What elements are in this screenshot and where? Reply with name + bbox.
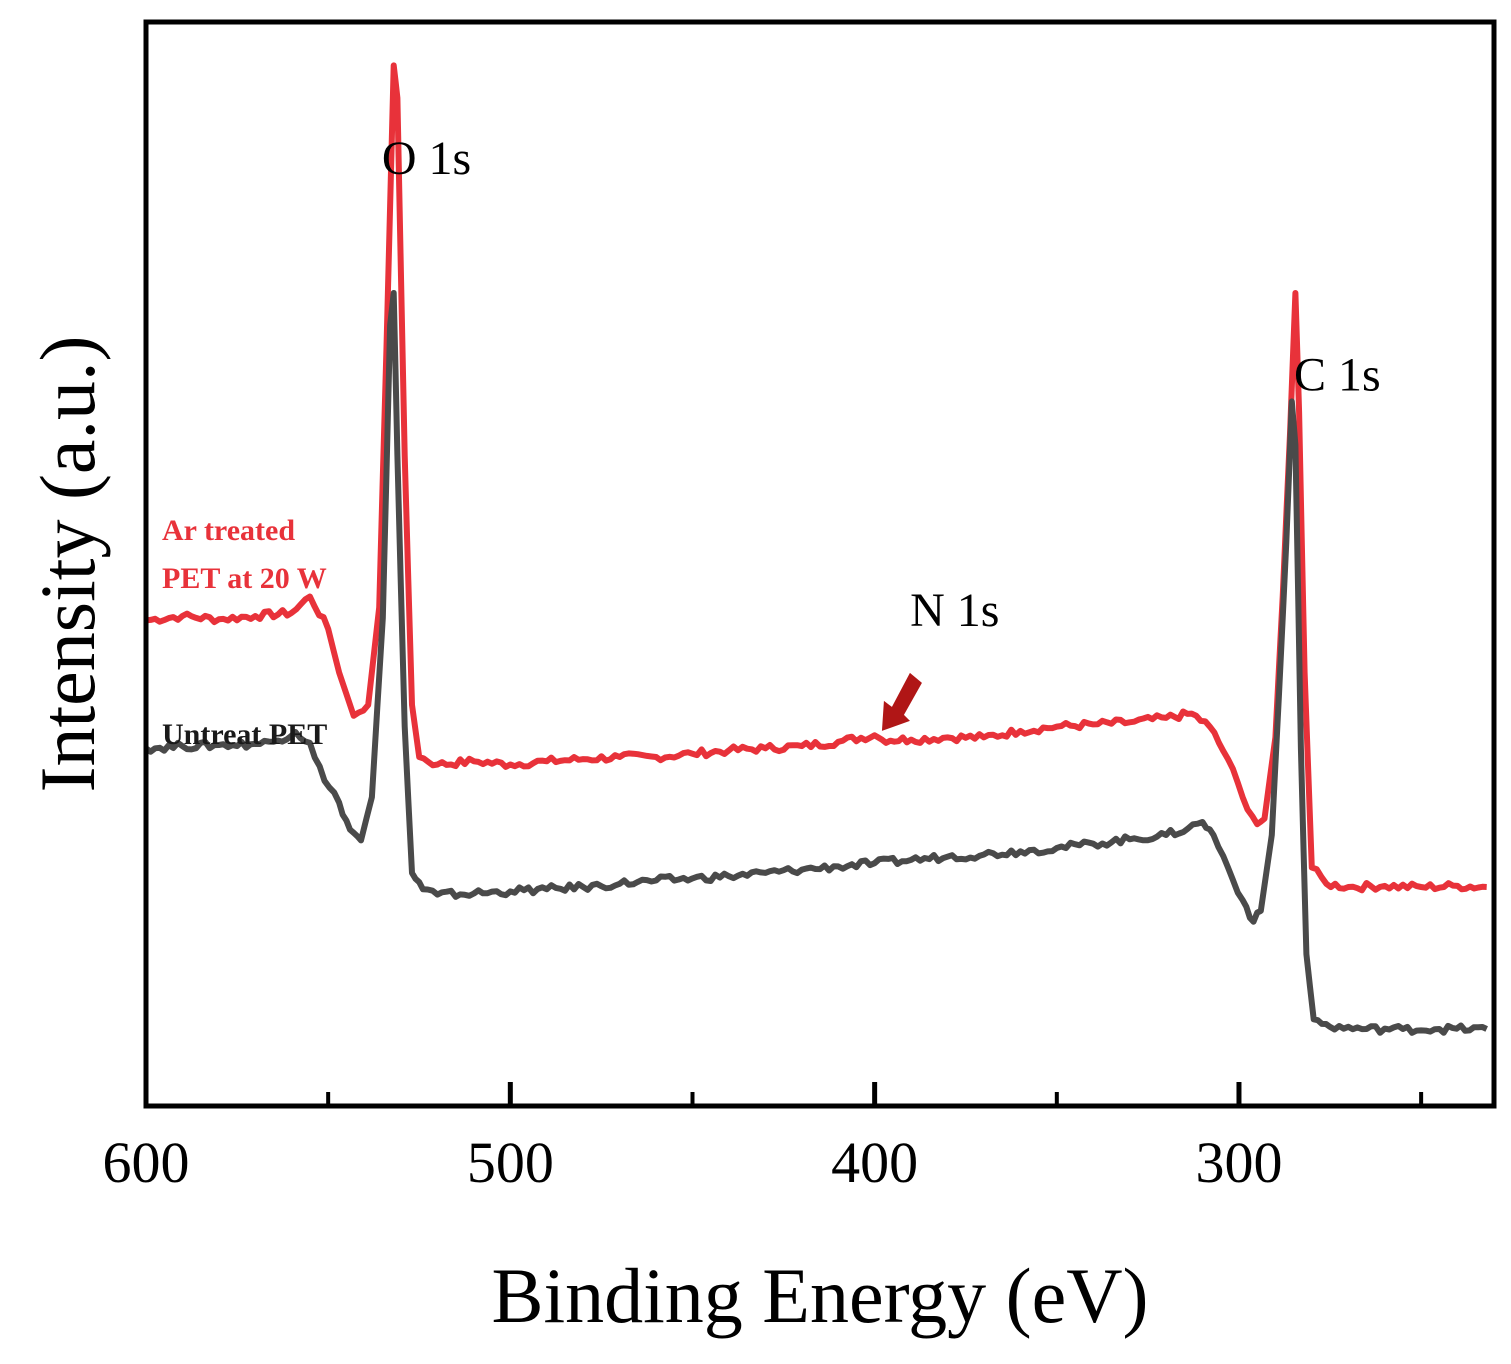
y-axis-title: Intensity (a.u.) [24, 335, 111, 792]
peak-label-o-1s: O 1s [382, 132, 471, 185]
x-axis-ticks: 600 500 400 300 [103, 1082, 1424, 1195]
x-tick-label: 500 [467, 1130, 554, 1195]
series-label-line: PET at 20 W [162, 562, 327, 595]
peak-label-c-1s: C 1s [1294, 349, 1381, 402]
x-tick-label: 600 [103, 1130, 190, 1195]
x-axis-title: Binding Energy (eV) [491, 1252, 1148, 1339]
x-tick-label: 300 [1195, 1130, 1282, 1195]
peak-label-n-1s: N 1s [910, 584, 999, 637]
plot-frame [143, 19, 1497, 1109]
n1s-arrow-icon [881, 672, 922, 731]
series-line-untreated [144, 290, 1488, 1036]
series-label-line: Ar treated [162, 514, 295, 547]
plot-content: O 1s C 1s N 1s Ar treated PET at 20 W Untreat… [144, 62, 1488, 1036]
series-line-ar-treated [145, 62, 1487, 894]
x-tick-label: 400 [831, 1130, 918, 1195]
series-label-line: Untreat PET [162, 718, 327, 751]
